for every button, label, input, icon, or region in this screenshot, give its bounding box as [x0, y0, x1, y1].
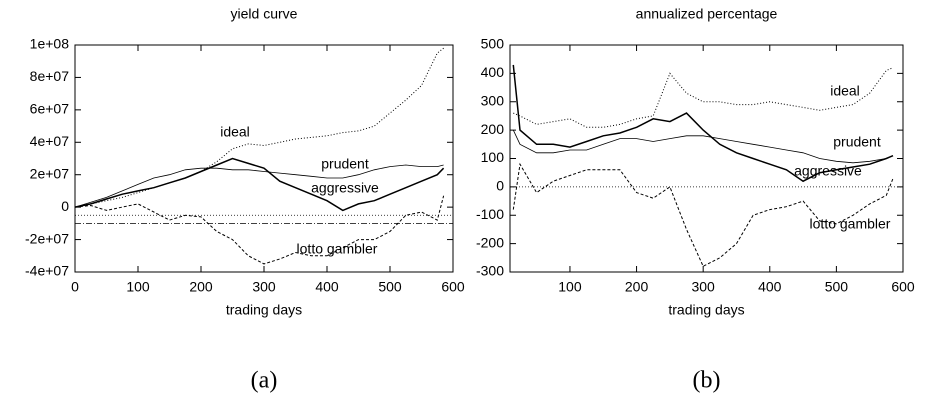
y-tick-label: 100	[481, 149, 505, 165]
y-tick-label: 4e+07	[30, 133, 70, 149]
chart-title: annualized percentage	[636, 6, 778, 22]
series-line	[74, 164, 444, 208]
caption: (b)	[693, 368, 721, 394]
x-tick-label: 500	[825, 279, 849, 295]
series-line	[74, 195, 445, 265]
x-tick-label: 600	[441, 279, 465, 295]
y-tick-label: 300	[481, 92, 505, 108]
x-tick-label: 100	[558, 279, 582, 295]
y-tick-label: 200	[481, 121, 505, 137]
series-line	[512, 129, 894, 164]
plot-frame	[509, 44, 904, 273]
x-tick-label: 400	[315, 279, 339, 295]
y-tick-label: 8e+07	[30, 68, 70, 84]
x-tick-label: 100	[126, 279, 150, 295]
x-axis-label: trading days	[668, 302, 744, 318]
x-tick-label: 200	[625, 279, 649, 295]
series-line	[512, 162, 894, 267]
x-tick-label: 300	[252, 279, 276, 295]
x-tick-label: 0	[71, 279, 79, 295]
x-tick-label: 300	[691, 279, 715, 295]
series-label: aggressive	[311, 180, 379, 196]
series-label: prudent	[833, 134, 881, 150]
series-line	[512, 64, 894, 183]
series-label: prudent	[321, 156, 369, 172]
series-label: lotto gambler	[810, 216, 891, 232]
y-tick-label: 400	[481, 64, 505, 80]
y-tick-label: -4e+07	[25, 263, 69, 279]
y-tick-label: 2e+07	[30, 165, 70, 181]
y-tick-label: 6e+07	[30, 101, 70, 117]
chart-title: yield curve	[231, 6, 298, 22]
y-tick-label: 0	[61, 198, 69, 214]
x-tick-label: 500	[378, 279, 402, 295]
series-line	[74, 157, 445, 212]
series-label: lotto gambler	[297, 241, 378, 257]
series-label: ideal	[220, 124, 250, 140]
y-tick-label: 1e+08	[30, 36, 70, 52]
y-tick-label: -100	[476, 206, 504, 222]
x-axis-label: trading days	[226, 302, 302, 318]
y-tick-label: -300	[476, 263, 504, 279]
series-label: aggressive	[794, 163, 862, 179]
series-line	[74, 47, 444, 208]
x-tick-label: 400	[758, 279, 782, 295]
y-tick-label: 500	[481, 36, 505, 52]
y-tick-label: -2e+07	[25, 230, 69, 246]
plot-frame	[74, 44, 454, 273]
x-tick-label: 600	[891, 279, 915, 295]
y-tick-label: -200	[476, 234, 504, 250]
y-tick-label: 0	[496, 178, 504, 194]
caption: (a)	[251, 368, 278, 394]
series-label: ideal	[830, 83, 860, 99]
x-tick-label: 200	[189, 279, 213, 295]
